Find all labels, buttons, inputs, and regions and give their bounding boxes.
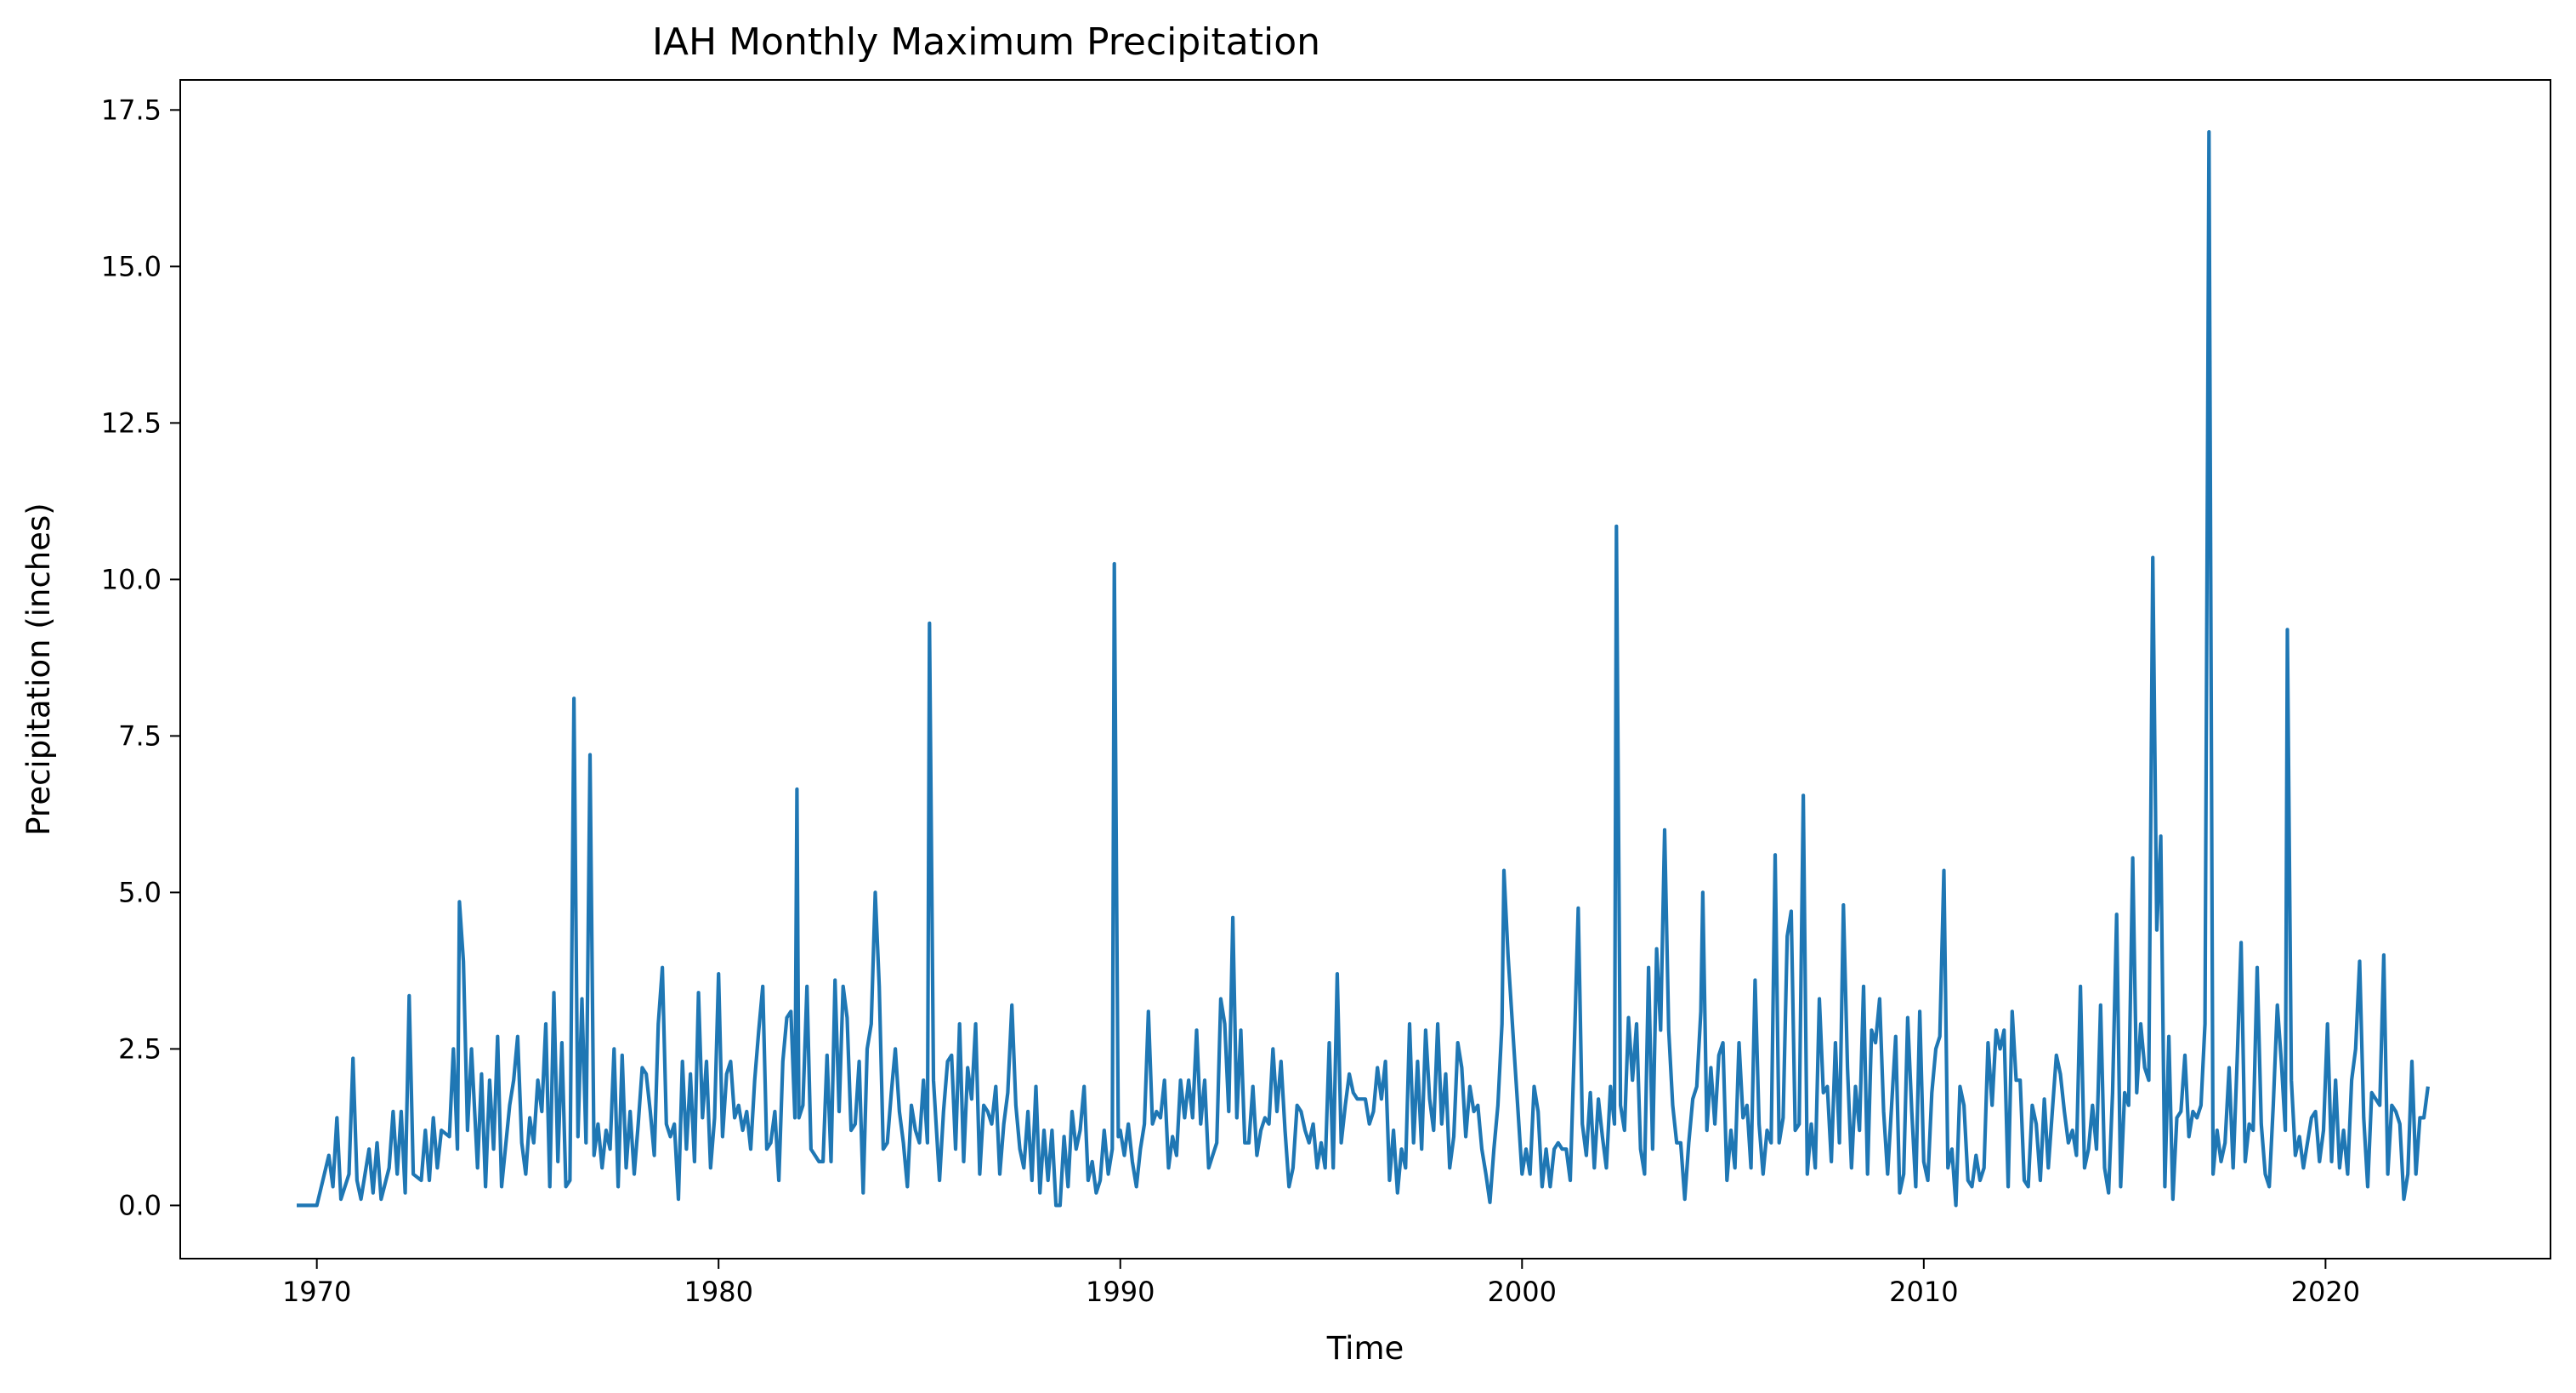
plot-frame <box>179 79 2551 1259</box>
x-tick-label-1: 1980 <box>684 1276 752 1308</box>
y-axis: 0.0 2.5 5.0 7.5 10.0 12.5 15.0 17.5 <box>101 94 180 1221</box>
y-tick-label-3: 7.5 <box>118 719 162 752</box>
y-axis-label: Precipitation (inches) <box>20 503 57 835</box>
series-line-0 <box>297 130 2430 1208</box>
y-tick-label-6: 15.0 <box>101 250 162 282</box>
y-tick-label-5: 12.5 <box>101 407 162 439</box>
x-tick-label-3: 2000 <box>1488 1276 1557 1308</box>
y-tick-label-4: 10.0 <box>101 563 162 595</box>
x-tick-label-4: 2010 <box>1889 1276 1958 1308</box>
y-tick-label-7: 17.5 <box>101 94 162 126</box>
plot-lines <box>297 130 2430 1208</box>
chart-title: IAH Monthly Maximum Precipitation <box>652 20 1320 64</box>
y-tick-label-2: 5.0 <box>118 876 162 908</box>
x-axis-label: Time <box>1326 1330 1404 1367</box>
x-tick-label-0: 1970 <box>282 1276 351 1308</box>
x-tick-label-5: 2020 <box>2291 1276 2360 1308</box>
x-tick-label-2: 1990 <box>1086 1276 1155 1308</box>
x-axis: 1970 1980 1990 2000 2010 2020 <box>282 1259 2360 1308</box>
y-tick-label-1: 2.5 <box>118 1032 162 1065</box>
y-tick-label-0: 0.0 <box>118 1189 162 1221</box>
